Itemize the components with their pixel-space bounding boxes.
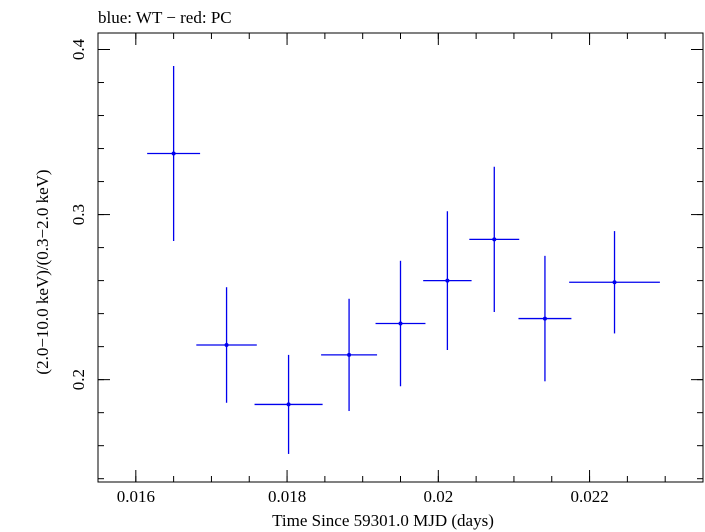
x-tick-label: 0.022 bbox=[570, 487, 608, 506]
x-tick-label: 0.02 bbox=[423, 487, 453, 506]
data-point bbox=[254, 354, 323, 454]
plot-frame bbox=[97, 32, 704, 483]
data-point bbox=[423, 211, 472, 350]
axes-layer: 0.016 0.018 0.02 0.022 0.2 0.3 0.4 bbox=[69, 33, 704, 506]
y-tick-label: 0.3 bbox=[69, 204, 88, 225]
y-axis-label: (2.0−10.0 keV)/(0.3−2.0 keV) bbox=[33, 169, 52, 374]
data-marker bbox=[224, 342, 229, 347]
data-marker bbox=[492, 237, 497, 242]
data-point bbox=[147, 66, 201, 241]
data-marker bbox=[171, 151, 176, 156]
data-marker bbox=[398, 321, 403, 326]
data-marker bbox=[542, 316, 547, 321]
data-point bbox=[569, 231, 660, 334]
data-point bbox=[518, 255, 572, 382]
chart-title: blue: WT − red: PC bbox=[98, 8, 232, 27]
y-tick-label: 0.4 bbox=[69, 38, 88, 60]
data-marker bbox=[612, 280, 617, 285]
data-point bbox=[196, 287, 257, 403]
data-marker bbox=[286, 402, 291, 407]
data-point bbox=[375, 260, 426, 387]
x-tick-label: 0.018 bbox=[268, 487, 306, 506]
data-point bbox=[469, 166, 520, 312]
data-layer bbox=[147, 66, 660, 454]
data-marker bbox=[347, 352, 352, 357]
data-point bbox=[321, 298, 378, 412]
y-tick-label: 0.2 bbox=[69, 369, 88, 390]
data-marker bbox=[445, 278, 450, 283]
x-axis-label: Time Since 59301.0 MJD (days) bbox=[272, 511, 494, 530]
x-tick-label: 0.016 bbox=[117, 487, 155, 506]
